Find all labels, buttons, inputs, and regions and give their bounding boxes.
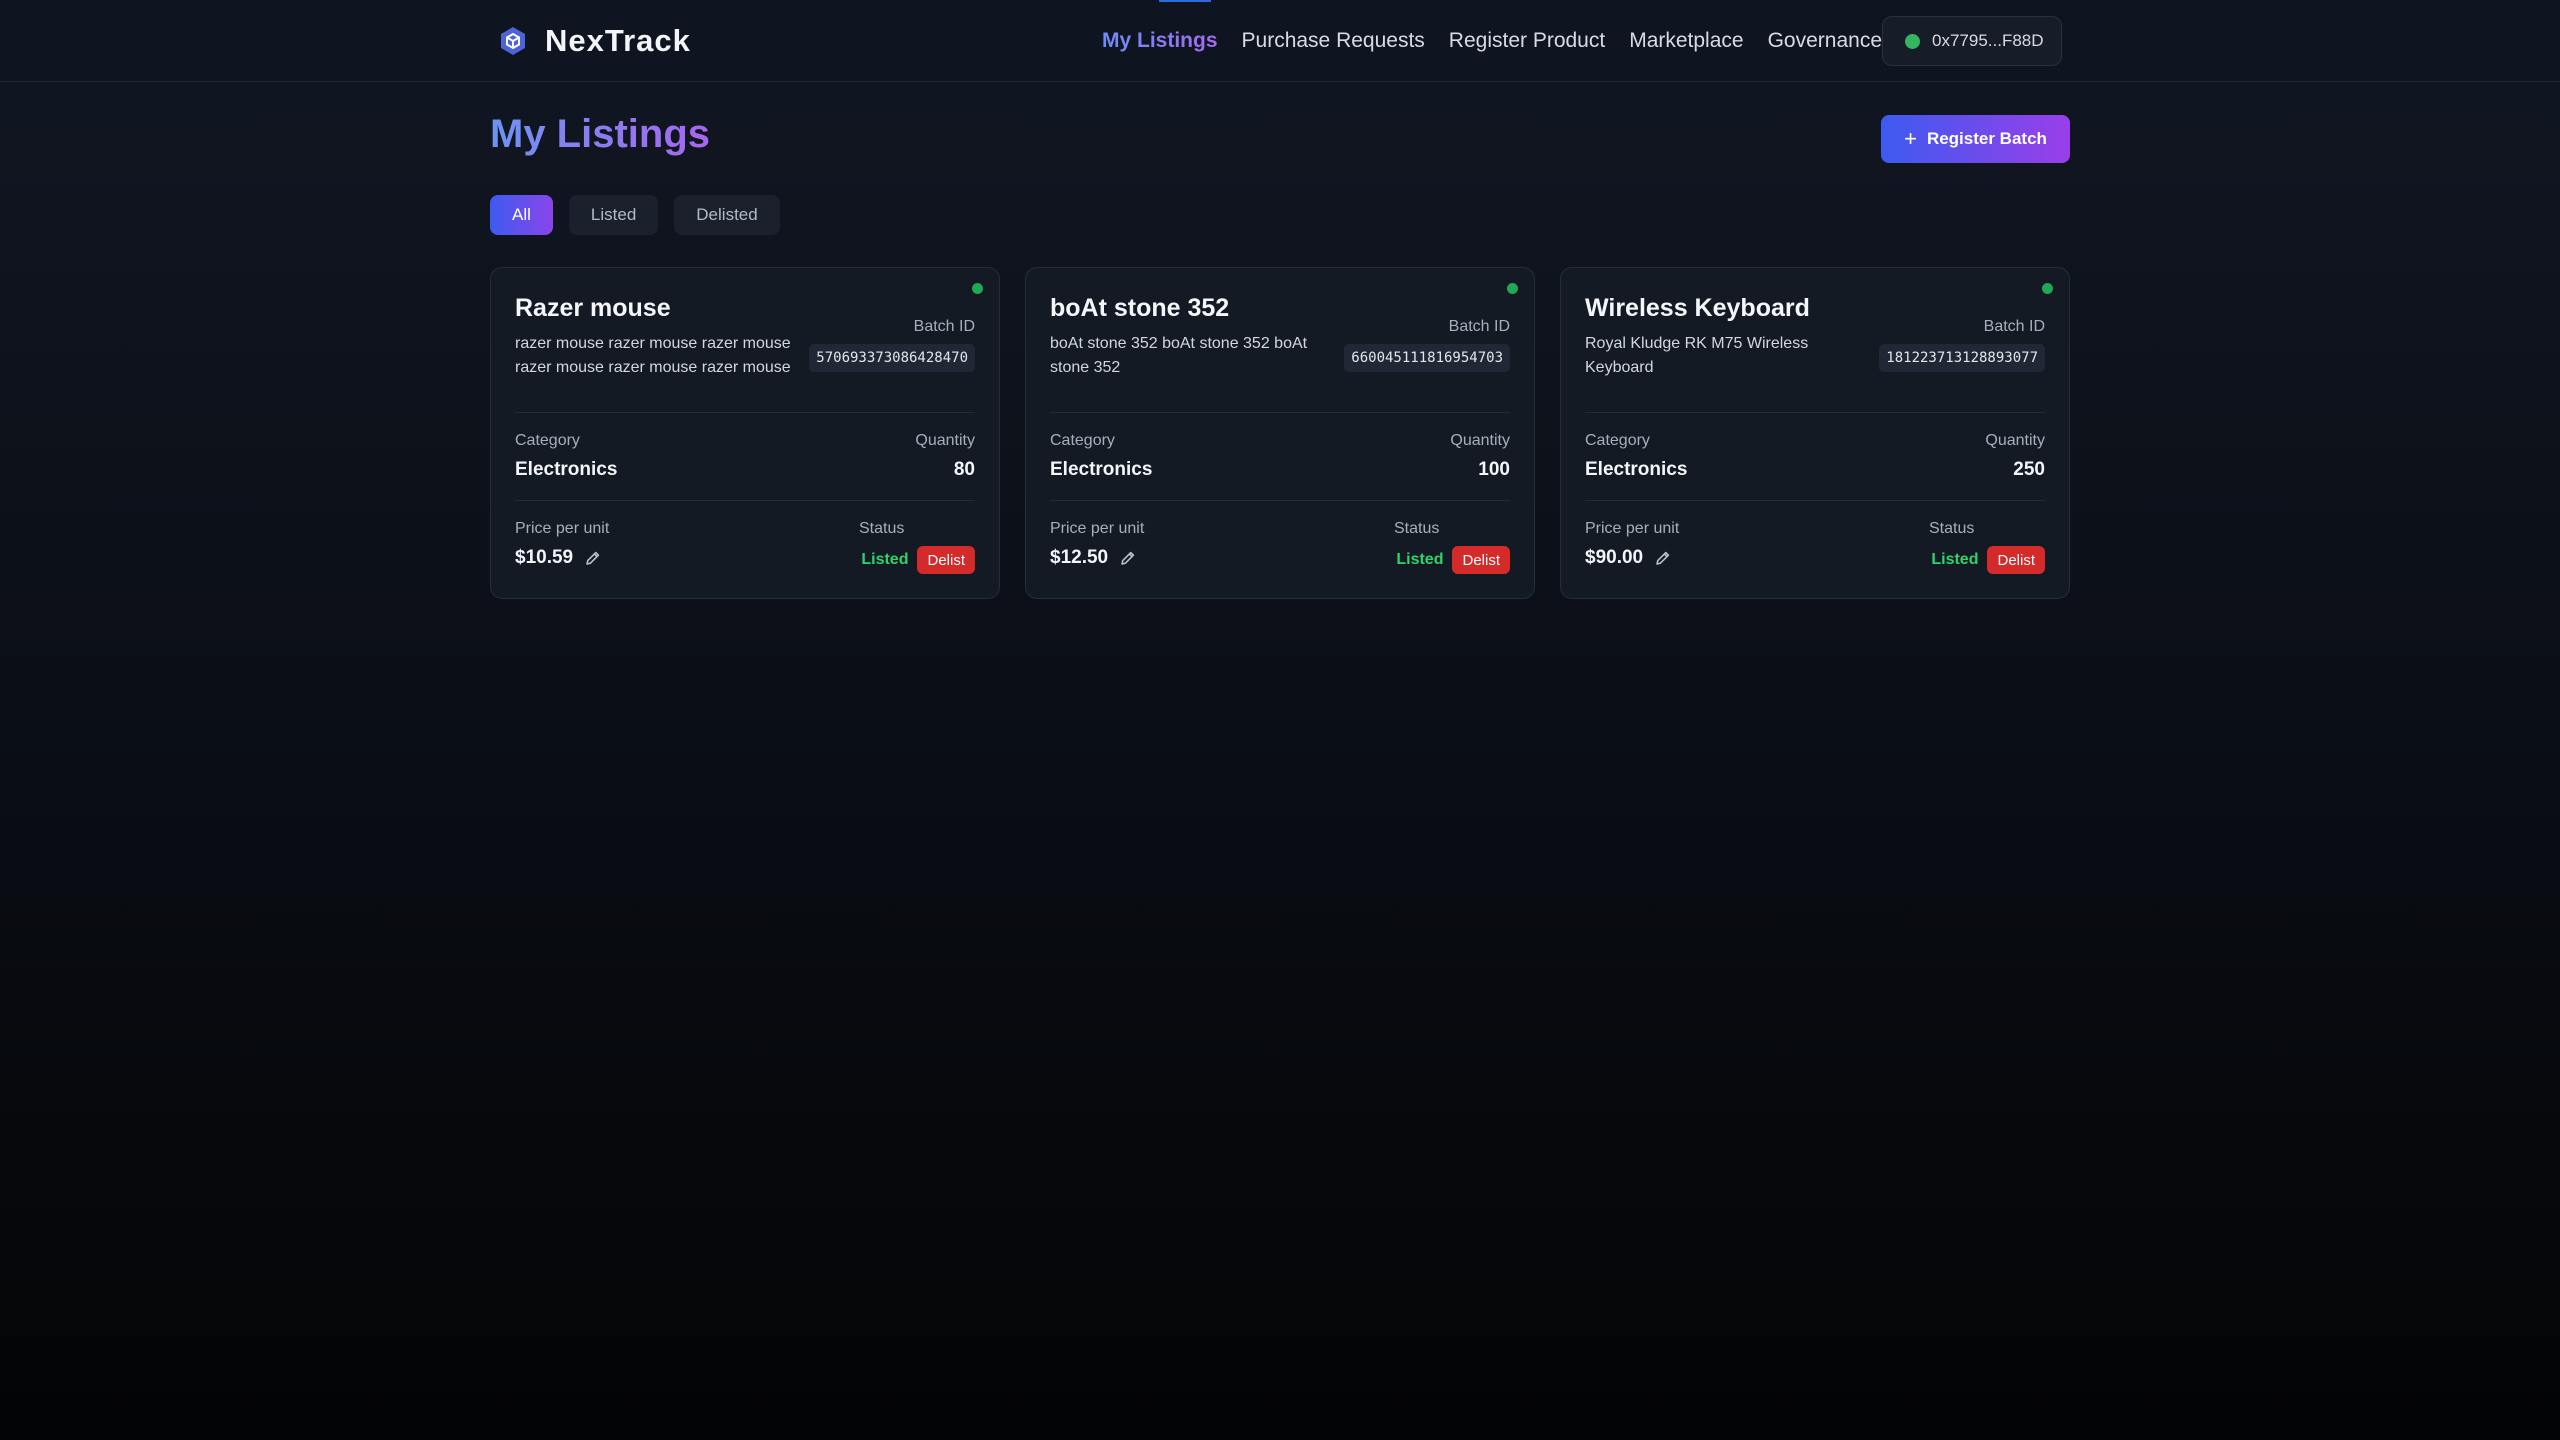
quantity-label: Quantity xyxy=(1450,432,1510,449)
wallet-button[interactable]: 0x7795...F88D xyxy=(1882,16,2062,66)
category-value: Electronics xyxy=(515,459,618,480)
batch-id-label: Batch ID xyxy=(1448,318,1510,335)
product-description: Royal Kludge RK M75 Wireless Keyboard xyxy=(1585,335,1809,376)
batch-id-value: 570693373086428470 xyxy=(809,344,975,372)
batch-id-label: Batch ID xyxy=(1983,318,2045,335)
category-label: Category xyxy=(1050,432,1115,449)
price-row: $10.59 xyxy=(515,547,601,569)
delist-button[interactable]: Delist xyxy=(1452,546,1510,574)
divider xyxy=(1050,412,1510,413)
listing-cards: Razer mouse razer mouse razer mouse raze… xyxy=(490,267,2070,599)
product-description: boAt stone 352 boAt stone 352 boAt stone… xyxy=(1050,335,1308,376)
nav-purchase-requests[interactable]: Purchase Requests xyxy=(1241,29,1425,52)
status-row: Listed Delist xyxy=(861,546,975,574)
price-row: $90.00 xyxy=(1585,547,1671,569)
brand-name: NexTrack xyxy=(545,23,691,58)
pencil-edit-icon[interactable] xyxy=(1655,550,1671,566)
register-batch-button[interactable]: + Register Batch xyxy=(1881,115,2070,163)
price-label: Price per unit xyxy=(1050,520,1145,537)
status-label: Status xyxy=(1394,520,1440,537)
nav-governance[interactable]: Governance xyxy=(1767,29,1882,52)
brand[interactable]: NexTrack xyxy=(497,22,691,60)
category-value: Electronics xyxy=(1050,459,1153,480)
status-row: Listed Delist xyxy=(1396,546,1510,574)
price-label: Price per unit xyxy=(515,520,610,537)
nav-marketplace[interactable]: Marketplace xyxy=(1629,29,1744,52)
status-label: Status xyxy=(1929,520,1975,537)
batch-id-value: 660045111816954703 xyxy=(1344,344,1510,372)
price-value: $12.50 xyxy=(1050,547,1109,568)
product-name: Razer mouse xyxy=(515,294,671,322)
batch-id-label: Batch ID xyxy=(913,318,975,335)
quantity-value: 100 xyxy=(1478,459,1510,480)
status-value: Listed xyxy=(1931,551,1979,568)
price-label: Price per unit xyxy=(1585,520,1680,537)
product-name: Wireless Keyboard xyxy=(1585,294,1810,322)
filter-tabs: All Listed Delisted xyxy=(490,195,796,235)
quantity-value: 80 xyxy=(953,459,975,480)
nav-my-listings[interactable]: My Listings xyxy=(1102,0,1218,82)
batch-id-value: 181223713128893077 xyxy=(1879,344,2045,372)
divider xyxy=(515,412,975,413)
price-value: $90.00 xyxy=(1585,547,1644,568)
status-dot-icon xyxy=(972,283,983,294)
delist-button[interactable]: Delist xyxy=(1987,546,2045,574)
active-nav-indicator xyxy=(1159,0,1211,2)
status-value: Listed xyxy=(1396,551,1444,568)
listing-card: Wireless Keyboard Royal Kludge RK M75 Wi… xyxy=(1560,267,2070,599)
category-label: Category xyxy=(515,432,580,449)
listing-card: Razer mouse razer mouse razer mouse raze… xyxy=(490,267,1000,599)
nav-register-product[interactable]: Register Product xyxy=(1448,29,1606,52)
status-row: Listed Delist xyxy=(1931,546,2045,574)
quantity-label: Quantity xyxy=(1985,432,2045,449)
filter-all[interactable]: All xyxy=(490,195,553,235)
plus-icon: + xyxy=(1904,126,1917,151)
listing-card: boAt stone 352 boAt stone 352 boAt stone… xyxy=(1025,267,1535,599)
price-value: $10.59 xyxy=(515,547,574,568)
wallet-address: 0x7795...F88D xyxy=(1932,31,2044,50)
status-value: Listed xyxy=(861,551,909,568)
category-value: Electronics xyxy=(1585,459,1688,480)
status-dot-icon xyxy=(1507,283,1518,294)
divider xyxy=(1585,412,2045,413)
cube-logo-icon xyxy=(501,27,525,55)
delist-button[interactable]: Delist xyxy=(917,546,975,574)
divider xyxy=(1585,500,2045,501)
top-navbar: NexTrack My Listings Purchase Requests R… xyxy=(0,0,2560,82)
wallet-connected-icon xyxy=(1905,33,1920,49)
product-name: boAt stone 352 xyxy=(1050,294,1230,322)
pencil-edit-icon[interactable] xyxy=(585,550,601,566)
main-nav: My Listings Purchase Requests Register P… xyxy=(1102,0,1906,82)
divider xyxy=(515,500,975,501)
product-description: razer mouse razer mouse razer mouse raze… xyxy=(515,335,791,376)
quantity-label: Quantity xyxy=(915,432,975,449)
category-label: Category xyxy=(1585,432,1650,449)
divider xyxy=(1050,500,1510,501)
status-label: Status xyxy=(859,520,905,537)
quantity-value: 250 xyxy=(2013,459,2045,480)
register-batch-label: Register Batch xyxy=(1926,129,2047,148)
filter-delisted[interactable]: Delisted xyxy=(674,195,780,235)
pencil-edit-icon[interactable] xyxy=(1120,550,1136,566)
status-dot-icon xyxy=(2042,283,2053,294)
filter-listed[interactable]: Listed xyxy=(568,195,659,235)
price-row: $12.50 xyxy=(1050,547,1136,569)
page-title: My Listings xyxy=(490,112,711,156)
